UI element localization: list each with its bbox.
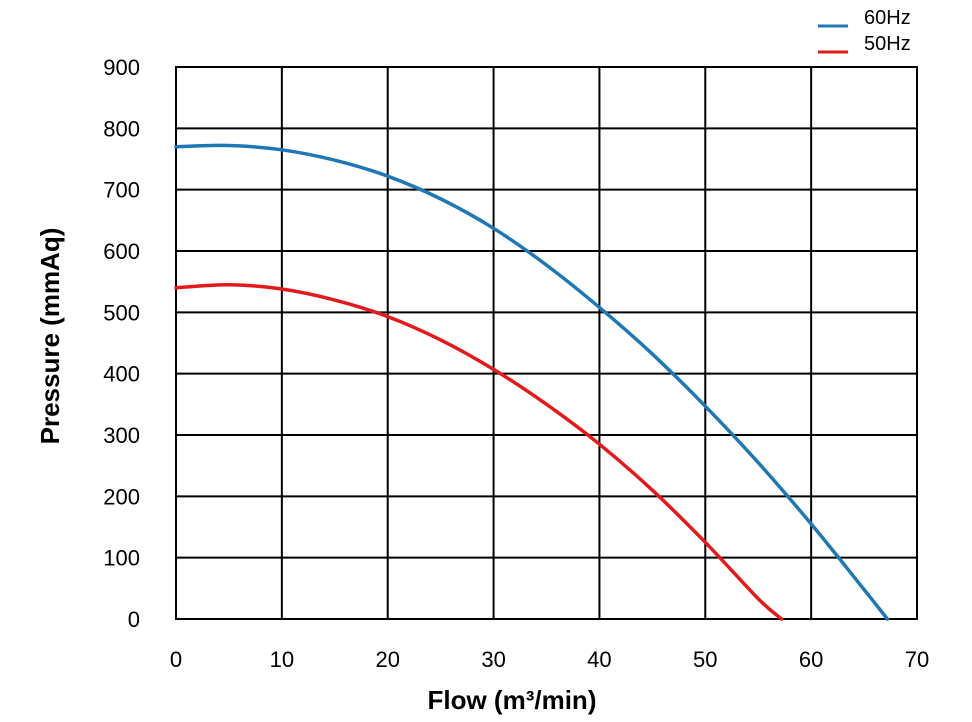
y-tick-label: 500 [103,300,140,325]
x-tick-label: 20 [375,647,399,672]
series-line-50hz [174,282,784,621]
legend-item-50hz: 50Hz [818,33,911,55]
x-tick-label: 10 [270,647,294,672]
legend: 60Hz 50Hz [818,7,911,55]
y-tick-label: 100 [103,546,140,571]
x-tick-label: 40 [587,647,611,672]
y-tick-label: 900 [103,55,140,80]
x-axis-title: Flow (m³/min) [428,685,597,715]
series-layer [174,143,890,621]
y-tick-label: 600 [103,239,140,264]
y-axis-title: Pressure (mmAq) [35,228,65,445]
y-tick-labels: 0 100 200 300 400 500 600 700 800 900 [103,55,140,632]
x-tick-label: 0 [170,647,182,672]
grid [175,66,918,620]
y-tick-label: 400 [103,362,140,387]
y-tick-label: 700 [103,178,140,203]
x-tick-label: 50 [693,647,717,672]
y-tick-label: 200 [103,484,140,509]
series-line-60hz [174,143,890,621]
legend-item-60hz: 60Hz [818,7,911,29]
x-tick-label: 70 [905,647,929,672]
y-tick-label: 300 [103,423,140,448]
x-tick-labels: 0 10 20 30 40 50 60 70 [170,647,929,672]
legend-label: 60Hz [864,7,911,29]
x-tick-label: 30 [481,647,505,672]
legend-label: 50Hz [864,33,911,55]
x-tick-label: 60 [799,647,823,672]
y-tick-label: 0 [128,607,140,632]
y-tick-label: 800 [103,116,140,141]
